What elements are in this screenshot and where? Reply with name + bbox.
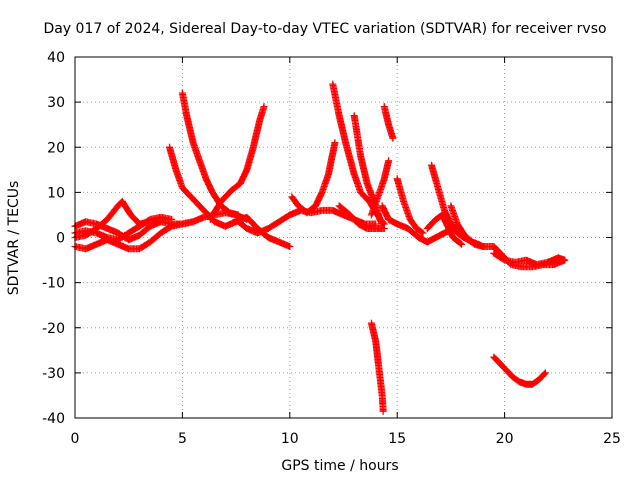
y-tick-label: -30 [42, 366, 65, 382]
series-arc-f [178, 89, 242, 219]
x-tick-label: 5 [178, 431, 187, 447]
series-arc-p [393, 175, 427, 237]
x-tick-label: 25 [603, 431, 621, 447]
data-point-markers [380, 103, 397, 142]
data-point-markers [288, 139, 339, 217]
data-point-markers [393, 175, 427, 237]
series-arc-u [490, 249, 569, 269]
y-tick-label: 30 [47, 95, 65, 111]
data-point-markers [367, 319, 387, 415]
data-points [71, 80, 569, 415]
y-tick-label: -20 [42, 321, 65, 337]
y-tick-label: 10 [47, 185, 65, 201]
y-tick-label: 0 [56, 231, 65, 247]
data-point-markers [367, 157, 393, 219]
data-point-markers [490, 249, 569, 269]
data-point-markers [329, 80, 386, 228]
data-point-markers [423, 211, 466, 248]
series-arc-w [490, 353, 549, 388]
x-tick-label: 20 [496, 431, 514, 447]
data-point-markers [490, 353, 549, 388]
chart-title: Day 017 of 2024, Sidereal Day-to-day VTE… [43, 21, 606, 37]
data-point-markers [447, 202, 487, 250]
data-point-markers [178, 89, 242, 219]
x-tick-label: 0 [71, 431, 80, 447]
y-tick-label: 20 [47, 140, 65, 156]
data-point-markers [166, 143, 294, 250]
series-arc-s [447, 202, 487, 250]
y-tick-label: 40 [47, 50, 65, 66]
y-axis-label: SDTVAR / TECUs [6, 181, 22, 296]
series-arc-v [367, 319, 387, 415]
series-arc-r [423, 211, 466, 248]
y-tick-label: -10 [42, 276, 65, 292]
x-tick-label: 10 [281, 431, 299, 447]
data-point-markers [206, 103, 268, 223]
plot-frame [74, 56, 613, 419]
series-arc-e [166, 143, 294, 250]
tick-labels: 0 5 10 15 20 25 -40 -30 -20 -10 0 10 20 30 40 [42, 50, 621, 447]
series-arc-k [335, 202, 388, 232]
series-arc-j [329, 80, 386, 228]
series-arc-i [288, 139, 339, 217]
series-arc-g [206, 103, 268, 223]
series-arc-n [380, 103, 397, 142]
x-tick-label: 15 [388, 431, 406, 447]
data-point-markers [335, 202, 388, 232]
x-axis-label: GPS time / hours [281, 458, 398, 474]
y-tick-label: -40 [42, 411, 65, 427]
series-arc-m [367, 157, 393, 219]
